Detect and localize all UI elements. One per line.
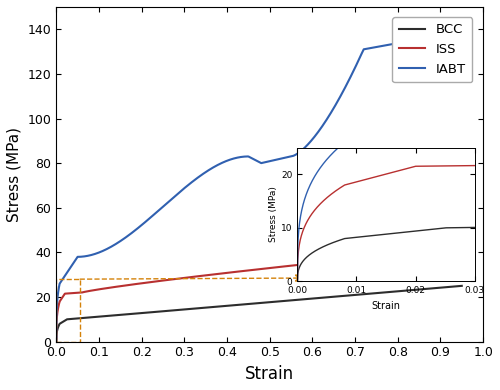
ISS — [208, 272, 214, 277]
BCC — [124, 312, 130, 317]
IABT — [451, 30, 457, 35]
Line: ISS: ISS — [56, 248, 462, 342]
ISS — [124, 283, 130, 288]
BCC — [451, 284, 457, 289]
BCC — [407, 288, 413, 292]
ISS — [226, 270, 232, 275]
BCC — [459, 284, 465, 288]
Legend: BCC, ISS, IABT: BCC, ISS, IABT — [392, 17, 472, 82]
IABT — [459, 29, 465, 34]
ISS — [100, 287, 105, 291]
BCC — [53, 339, 59, 344]
IABT — [53, 339, 59, 344]
IABT — [226, 158, 232, 162]
ISS — [407, 251, 413, 255]
BCC — [208, 305, 214, 309]
IABT — [124, 234, 130, 239]
ISS — [459, 246, 465, 250]
Line: IABT: IABT — [56, 32, 462, 342]
Y-axis label: Stress (MPa): Stress (MPa) — [7, 127, 22, 222]
IABT — [100, 249, 105, 254]
X-axis label: Strain: Strain — [245, 365, 294, 383]
IABT — [208, 166, 214, 171]
BCC — [226, 303, 232, 308]
ISS — [53, 339, 59, 344]
IABT — [407, 39, 413, 43]
BCC — [100, 314, 105, 319]
Line: BCC: BCC — [56, 286, 462, 342]
ISS — [451, 246, 457, 251]
